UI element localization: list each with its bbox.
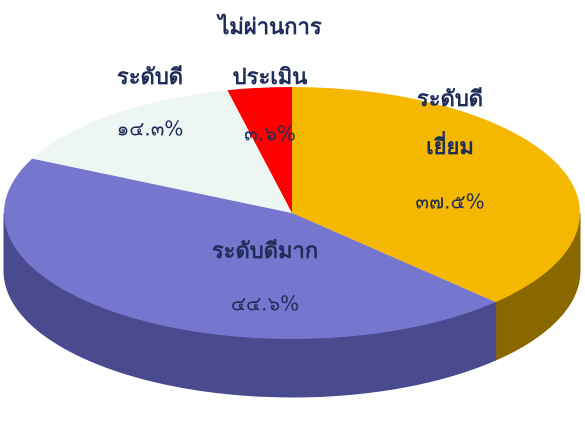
slice [32,90,292,213]
slice-label: ระดับดี [117,65,183,90]
slice [3,158,496,340]
value-label: ๓.๖% [244,122,296,146]
slice-label: ประเมิน [233,65,308,90]
slice-label: ระดับดีมาก [212,239,318,264]
slice [227,87,292,213]
value-label: ๔๔.๖% [231,292,299,316]
slice-label: ระดับดี [417,87,483,112]
slice-label: เยี่ยม [426,130,474,160]
value-label: ๑๔.๓% [117,117,184,141]
value-label: ๓๗.๕% [415,190,484,214]
slice [292,87,581,303]
slice-label: ไม่ผ่านการ [216,13,322,40]
